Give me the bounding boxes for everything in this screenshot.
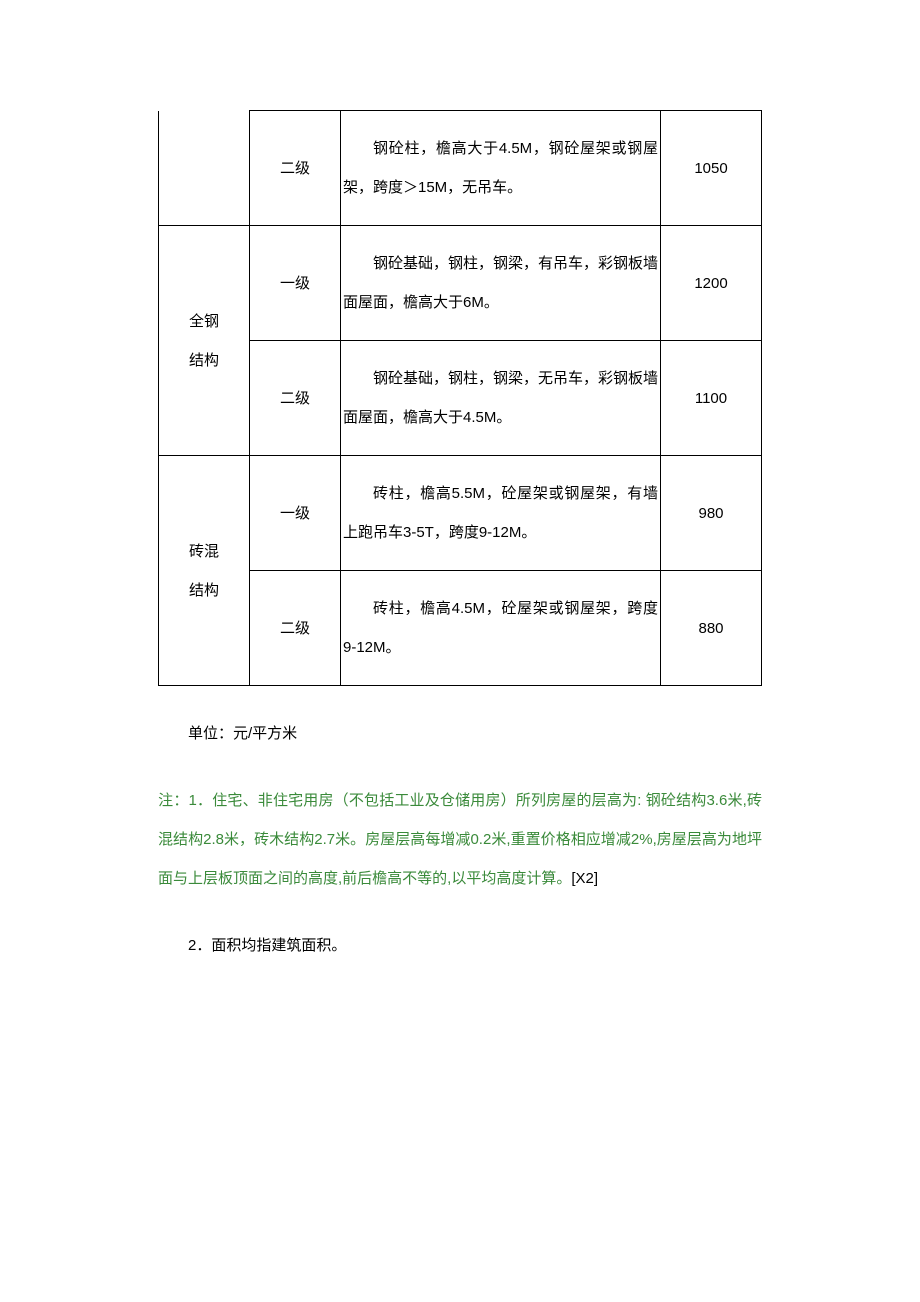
level-cell: 二级 [250, 571, 341, 686]
table-row: 二级 钢砼柱，檐高大于4.5M，钢砼屋架或钢屋架，跨度＞15M，无吊车。 105… [159, 111, 762, 226]
note-ref: [X2] [571, 870, 598, 887]
desc-cell: 钢砼基础，钢柱，钢梁，有吊车，彩钢板墙面屋面，檐高大于6M。 [341, 226, 661, 341]
structure-label: 砖混 [159, 532, 249, 571]
structure-label: 全钢 [159, 302, 249, 341]
structure-cell: 砖混 结构 [159, 456, 250, 686]
price-cell: 1100 [661, 341, 762, 456]
level-cell: 一级 [250, 456, 341, 571]
desc-text: 钢砼基础，钢柱，钢梁，有吊车，彩钢板墙面屋面，檐高大于6M。 [341, 244, 660, 322]
price-cell: 1200 [661, 226, 762, 341]
table-row: 二级 砖柱，檐高4.5M，砼屋架或钢屋架，跨度9-12M。 880 [159, 571, 762, 686]
level-cell: 二级 [250, 341, 341, 456]
level-cell: 二级 [250, 111, 341, 226]
table-row: 二级 钢砼基础，钢柱，钢梁，无吊车，彩钢板墙面屋面，檐高大于4.5M。 1100 [159, 341, 762, 456]
desc-text: 钢砼柱，檐高大于4.5M，钢砼屋架或钢屋架，跨度＞15M，无吊车。 [341, 129, 660, 207]
note-paragraph: 注：1．住宅、非住宅用房（不包括工业及仓储用房）所列房屋的层高为: 钢砼结构3.… [158, 781, 762, 898]
desc-cell: 钢砼柱，檐高大于4.5M，钢砼屋架或钢屋架，跨度＞15M，无吊车。 [341, 111, 661, 226]
desc-text: 砖柱，檐高4.5M，砼屋架或钢屋架，跨度9-12M。 [341, 589, 660, 667]
note-text: 注：1．住宅、非住宅用房（不包括工业及仓储用房）所列房屋的层高为: 钢砼结构3.… [158, 792, 762, 887]
note-period: 。 [556, 870, 571, 887]
price-cell: 880 [661, 571, 762, 686]
desc-cell: 砖柱，檐高4.5M，砼屋架或钢屋架，跨度9-12M。 [341, 571, 661, 686]
desc-cell: 砖柱，檐高5.5M，砼屋架或钢屋架，有墙上跑吊车3-5T，跨度9-12M。 [341, 456, 661, 571]
price-cell: 1050 [661, 111, 762, 226]
desc-text: 钢砼基础，钢柱，钢梁，无吊车，彩钢板墙面屋面，檐高大于4.5M。 [341, 359, 660, 437]
table-row: 全钢 结构 一级 钢砼基础，钢柱，钢梁，有吊车，彩钢板墙面屋面，檐高大于6M。 … [159, 226, 762, 341]
desc-cell: 钢砼基础，钢柱，钢梁，无吊车，彩钢板墙面屋面，檐高大于4.5M。 [341, 341, 661, 456]
structure-label: 结构 [159, 571, 249, 610]
unit-label: 单位：元/平方米 [158, 714, 762, 753]
desc-text: 砖柱，檐高5.5M，砼屋架或钢屋架，有墙上跑吊车3-5T，跨度9-12M。 [341, 474, 660, 552]
structure-cell: 全钢 结构 [159, 226, 250, 456]
note-paragraph: 2．面积均指建筑面积。 [158, 926, 762, 965]
table-row: 砖混 结构 一级 砖柱，檐高5.5M，砼屋架或钢屋架，有墙上跑吊车3-5T，跨度… [159, 456, 762, 571]
structure-cell [159, 111, 250, 226]
pricing-table: 二级 钢砼柱，檐高大于4.5M，钢砼屋架或钢屋架，跨度＞15M，无吊车。 105… [158, 110, 762, 686]
level-cell: 一级 [250, 226, 341, 341]
price-cell: 980 [661, 456, 762, 571]
structure-label: 结构 [159, 341, 249, 380]
